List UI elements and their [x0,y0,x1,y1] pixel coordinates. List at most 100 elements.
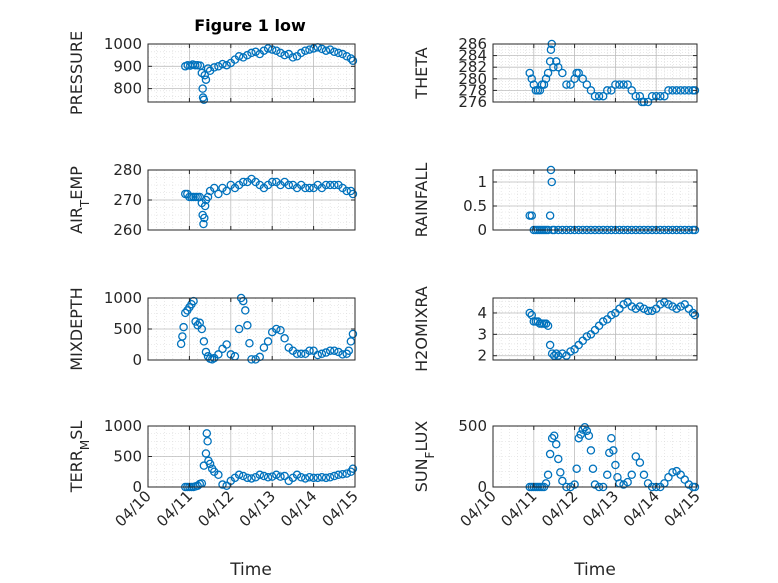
x-tick-label: 04/14 [277,487,320,530]
x-tick-label: 04/12 [538,487,581,530]
data-point [296,48,306,58]
data-point [251,472,260,482]
axes-box [492,169,698,231]
data-point [623,477,632,487]
data-point [690,86,700,95]
y-tick-label: 0 [132,478,142,496]
data-point [582,426,592,436]
y-axis-label: H2OMIXRA [412,286,431,372]
data-point [243,321,252,330]
data-point [245,339,254,348]
data-point [243,473,252,483]
data-point [668,302,677,311]
data-point [301,46,310,55]
data-point [551,57,561,66]
data-point [554,351,563,360]
y-axis-label: THETA [412,47,431,99]
data-point [198,84,207,93]
data-point [238,177,248,187]
subplot-6: 2 3 4 H2OMIXRA [412,286,700,372]
data-point [247,474,256,483]
y-axis-label: SUNFLUX [412,421,437,493]
y-axis-label-main: RAINFALL [412,163,431,238]
data-point [602,86,612,95]
data-point [234,52,244,61]
data-point [203,436,212,446]
y-axis-label-main: PRESSURE [67,31,86,115]
data-point [543,321,553,331]
data-point [556,468,565,477]
y-axis-label: TERRMSL [67,421,92,494]
data-point [280,50,289,60]
data-point [558,68,567,78]
data-point [551,440,561,449]
data-point [643,306,653,316]
data-point [338,350,347,359]
data-point [541,319,551,328]
axes-box [492,43,698,103]
data-point [566,80,575,89]
data-point [234,470,244,480]
data-point [527,211,537,220]
data-point [238,53,248,62]
y-axis-label-subscript: T [78,199,92,208]
data-point [199,95,209,105]
data-point [200,213,209,223]
data-point [179,322,188,332]
x-axis-label-left: Time [229,560,272,580]
data-point [309,473,318,483]
data-point [344,346,354,355]
data-point [259,46,269,55]
x-tick-label: 04/15 [661,487,704,530]
y-tick-label: 1000 [104,417,142,435]
y-tick-label: 280 [113,161,142,179]
y-axis-label-main: AIR [67,207,86,234]
data-point [334,347,343,357]
data-point [259,471,269,481]
y-tick-label: 276 [458,93,487,111]
data-point [668,468,677,477]
data-point [243,50,252,60]
data-point [647,306,657,316]
data-point [635,302,645,311]
data-point [545,340,555,350]
data-point [672,304,681,313]
x-tick-label: 04/13 [579,487,622,530]
x-tick-label: 04/14 [620,487,663,530]
data-point [201,347,211,357]
data-point [570,480,579,489]
data-point [276,48,285,58]
data-point [574,68,583,78]
data-point [535,86,545,95]
data-point [296,349,306,359]
data-point [664,300,673,309]
data-point [664,472,673,482]
data-point [209,183,219,193]
y-tick-label: 0.5 [463,197,487,215]
data-point [334,48,343,58]
data-point [325,180,335,190]
data-point [317,349,327,359]
x-tick-label: 04/13 [236,487,279,530]
data-point [317,472,327,482]
data-point [342,52,351,61]
y-tick-label: 1000 [104,35,142,53]
data-point [346,54,356,63]
data-point [342,469,351,478]
data-point [541,74,551,84]
y-tick-label: 500 [113,320,142,338]
data-point [660,91,669,101]
data-point [330,346,339,355]
data-point [214,350,223,359]
data-point [576,430,585,439]
data-point [284,180,294,190]
y-axis-label-tail: SL [67,421,86,440]
data-point [348,56,358,65]
y-axis-label: RAINFALL [412,163,431,238]
data-point [348,464,358,473]
data-point [594,91,604,101]
y-tick-label: 1 [477,173,487,191]
data-point [325,45,335,54]
data-point [551,349,561,358]
